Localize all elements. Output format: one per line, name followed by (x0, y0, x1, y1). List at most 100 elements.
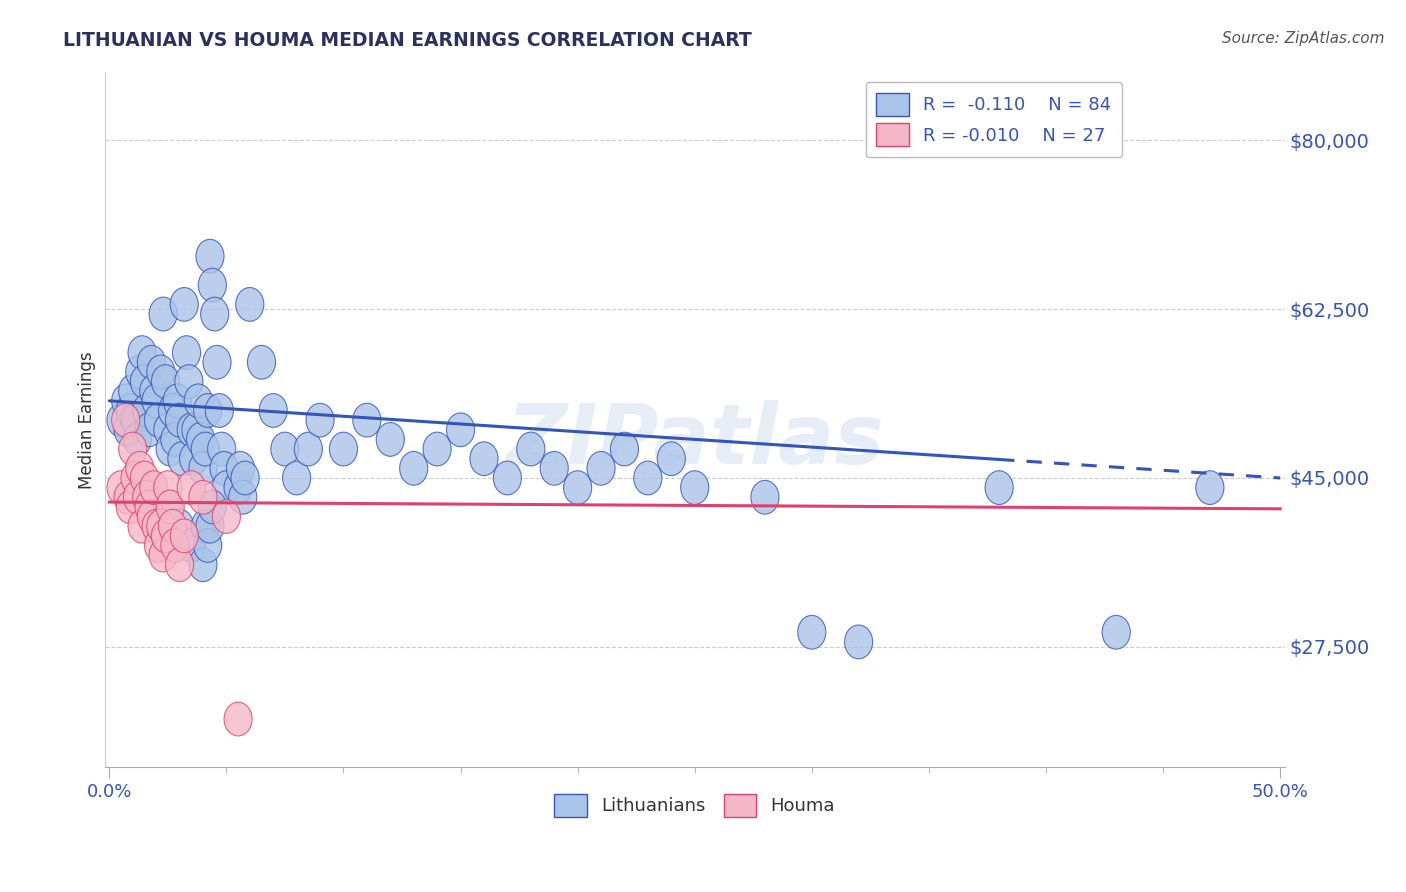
Ellipse shape (751, 481, 779, 514)
Text: LITHUANIAN VS HOUMA MEDIAN EARNINGS CORRELATION CHART: LITHUANIAN VS HOUMA MEDIAN EARNINGS CORR… (63, 31, 752, 50)
Ellipse shape (212, 500, 240, 533)
Ellipse shape (845, 625, 873, 659)
Ellipse shape (167, 442, 195, 475)
Ellipse shape (177, 529, 205, 562)
Ellipse shape (139, 375, 167, 408)
Ellipse shape (188, 481, 217, 514)
Ellipse shape (447, 413, 475, 447)
Ellipse shape (125, 451, 153, 485)
Y-axis label: Median Earnings: Median Earnings (79, 351, 96, 489)
Ellipse shape (163, 384, 191, 417)
Ellipse shape (181, 413, 209, 447)
Ellipse shape (198, 268, 226, 302)
Ellipse shape (153, 413, 181, 447)
Ellipse shape (194, 393, 222, 427)
Ellipse shape (191, 509, 219, 543)
Ellipse shape (146, 509, 174, 543)
Ellipse shape (191, 432, 219, 466)
Ellipse shape (195, 239, 224, 273)
Ellipse shape (132, 481, 160, 514)
Ellipse shape (160, 529, 188, 562)
Ellipse shape (271, 432, 299, 466)
Ellipse shape (188, 548, 217, 582)
Ellipse shape (156, 490, 184, 524)
Text: Source: ZipAtlas.com: Source: ZipAtlas.com (1222, 31, 1385, 46)
Text: ZIPatlas: ZIPatlas (506, 401, 883, 482)
Ellipse shape (118, 375, 146, 408)
Ellipse shape (377, 423, 405, 457)
Ellipse shape (177, 471, 205, 505)
Ellipse shape (294, 432, 322, 466)
Ellipse shape (159, 393, 187, 427)
Ellipse shape (353, 403, 381, 437)
Ellipse shape (118, 432, 146, 466)
Ellipse shape (494, 461, 522, 495)
Ellipse shape (107, 403, 135, 437)
Ellipse shape (198, 490, 226, 524)
Ellipse shape (170, 519, 198, 553)
Ellipse shape (1197, 471, 1223, 505)
Ellipse shape (1102, 615, 1130, 649)
Ellipse shape (208, 432, 236, 466)
Legend: Lithuanians, Houma: Lithuanians, Houma (547, 787, 842, 824)
Ellipse shape (212, 471, 240, 505)
Ellipse shape (202, 345, 231, 379)
Ellipse shape (124, 481, 152, 514)
Ellipse shape (194, 529, 222, 562)
Ellipse shape (517, 432, 546, 466)
Ellipse shape (121, 403, 149, 437)
Ellipse shape (156, 432, 184, 466)
Ellipse shape (149, 538, 177, 572)
Ellipse shape (201, 297, 229, 331)
Ellipse shape (184, 384, 212, 417)
Ellipse shape (152, 519, 180, 553)
Ellipse shape (160, 423, 188, 457)
Ellipse shape (797, 615, 825, 649)
Ellipse shape (209, 451, 238, 485)
Ellipse shape (138, 345, 166, 379)
Ellipse shape (153, 471, 181, 505)
Ellipse shape (166, 509, 194, 543)
Ellipse shape (236, 287, 264, 321)
Ellipse shape (224, 702, 252, 736)
Ellipse shape (152, 365, 180, 399)
Ellipse shape (187, 423, 215, 457)
Ellipse shape (188, 451, 217, 485)
Ellipse shape (329, 432, 357, 466)
Ellipse shape (128, 335, 156, 369)
Ellipse shape (423, 432, 451, 466)
Ellipse shape (170, 287, 198, 321)
Ellipse shape (124, 423, 152, 457)
Ellipse shape (149, 297, 177, 331)
Ellipse shape (259, 393, 287, 427)
Ellipse shape (180, 442, 208, 475)
Ellipse shape (470, 442, 498, 475)
Ellipse shape (159, 509, 187, 543)
Ellipse shape (657, 442, 685, 475)
Ellipse shape (121, 461, 149, 495)
Ellipse shape (174, 365, 202, 399)
Ellipse shape (166, 548, 194, 582)
Ellipse shape (586, 451, 614, 485)
Ellipse shape (540, 451, 568, 485)
Ellipse shape (166, 403, 194, 437)
Ellipse shape (307, 403, 335, 437)
Ellipse shape (114, 481, 142, 514)
Ellipse shape (142, 384, 170, 417)
Ellipse shape (564, 471, 592, 505)
Ellipse shape (247, 345, 276, 379)
Ellipse shape (145, 529, 173, 562)
Ellipse shape (128, 509, 156, 543)
Ellipse shape (131, 365, 159, 399)
Ellipse shape (117, 393, 145, 427)
Ellipse shape (132, 393, 160, 427)
Ellipse shape (283, 461, 311, 495)
Ellipse shape (177, 413, 205, 447)
Ellipse shape (195, 509, 224, 543)
Ellipse shape (634, 461, 662, 495)
Ellipse shape (142, 509, 170, 543)
Ellipse shape (145, 403, 173, 437)
Ellipse shape (681, 471, 709, 505)
Ellipse shape (125, 355, 153, 389)
Ellipse shape (173, 335, 201, 369)
